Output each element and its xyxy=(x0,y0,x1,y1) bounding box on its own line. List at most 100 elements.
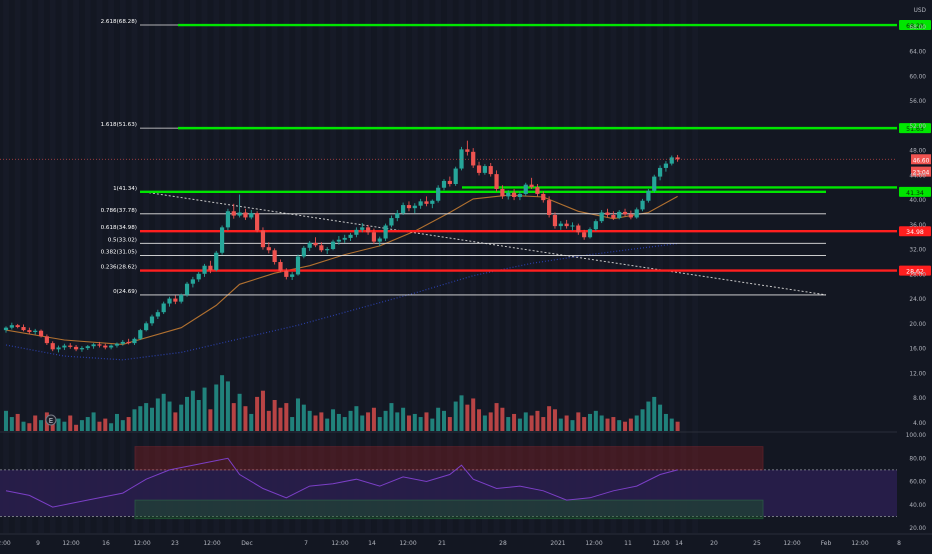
candle-body xyxy=(202,265,207,274)
price-axis-tick: 64.00 xyxy=(909,50,926,56)
candle-body xyxy=(231,211,236,216)
x-axis-tick: 21 xyxy=(438,540,446,547)
rsi-line xyxy=(5,457,678,508)
volume-bar xyxy=(482,415,487,431)
candle-body xyxy=(214,252,219,271)
session-stripe xyxy=(318,0,325,533)
volume-bar xyxy=(260,390,265,431)
candle-body xyxy=(173,298,178,302)
earnings-marker-label: E xyxy=(49,417,53,425)
volume-bar xyxy=(62,421,67,431)
session-stripe xyxy=(131,0,138,533)
volume-bar xyxy=(202,387,207,431)
session-stripe xyxy=(540,0,547,533)
session-stripe xyxy=(493,0,500,533)
candle-body xyxy=(471,151,476,166)
session-stripe xyxy=(610,0,617,533)
x-axis-tick: 12:00 xyxy=(133,540,150,547)
volume-bar xyxy=(325,418,330,431)
volume-bar xyxy=(173,412,178,431)
volume-bar xyxy=(214,384,219,431)
volume-bar xyxy=(126,417,131,431)
session-stripe xyxy=(692,0,699,533)
volume-bar xyxy=(97,421,102,431)
session-stripe xyxy=(552,0,558,533)
last-price-tag: 46.60 xyxy=(911,154,931,165)
volume-bar xyxy=(331,409,336,431)
moving-average-slow-line xyxy=(5,242,678,361)
candle-body xyxy=(44,336,49,344)
candle-body xyxy=(617,211,622,219)
volume-bar xyxy=(161,393,166,431)
price-axis-tick: 52.00 xyxy=(909,124,926,130)
volume-bar xyxy=(471,398,476,431)
session-stripe xyxy=(49,0,56,533)
candle-body xyxy=(126,341,131,344)
session-stripe xyxy=(166,0,173,533)
candle-body xyxy=(675,157,680,160)
fib-price-tag: 51.63 xyxy=(899,123,931,134)
candle-body xyxy=(179,294,184,302)
session-stripe xyxy=(435,0,442,533)
volume-bar xyxy=(74,424,79,431)
x-axis-tick: 16 xyxy=(102,540,110,547)
session-stripe xyxy=(26,0,33,533)
volume-bar xyxy=(225,381,230,431)
rsi-zone-overbought[interactable] xyxy=(134,446,764,471)
price-axis-tick: 20.00 xyxy=(909,322,926,328)
fib-level-label: 2.618(68.28) xyxy=(101,19,137,25)
x-axis-tick: 12:00 xyxy=(585,540,602,547)
session-stripe xyxy=(225,0,231,533)
volume-bar xyxy=(494,403,499,431)
price-axis-tick: 12.00 xyxy=(909,371,926,377)
volume-bar xyxy=(371,407,376,431)
candle-body xyxy=(120,341,125,344)
fib-price-tag-text: 41.34 xyxy=(906,190,924,197)
volume-bar xyxy=(301,404,306,431)
volume-bar xyxy=(15,413,20,431)
candle-body xyxy=(576,225,581,233)
price-axis-tick: 28.00 xyxy=(909,272,926,278)
volume-bar xyxy=(56,418,61,431)
candle-body xyxy=(114,343,120,346)
volume-bar xyxy=(588,413,592,431)
last-price-tag-box xyxy=(911,166,931,177)
session-stripe xyxy=(668,0,675,533)
last-price-tag-text: 23:04 xyxy=(913,171,930,177)
candle-body xyxy=(628,214,633,218)
candle-body xyxy=(167,298,172,304)
candle-body xyxy=(547,200,552,215)
x-axis-tick: 12:00 xyxy=(62,540,79,547)
last-price-tag: 23:04 xyxy=(911,166,931,177)
session-stripe xyxy=(680,0,687,533)
candle-body xyxy=(447,180,452,185)
fib-price-tag-box xyxy=(899,20,931,31)
candle-body xyxy=(640,200,645,210)
candle-body xyxy=(552,214,558,227)
volume-bar xyxy=(255,396,260,431)
volume-bar xyxy=(658,404,663,431)
candle-body xyxy=(336,239,341,242)
candle-body xyxy=(62,345,67,348)
volume-bar xyxy=(144,403,149,431)
candle-body xyxy=(476,165,482,173)
volume-bar xyxy=(623,421,628,431)
session-stripe xyxy=(587,0,593,533)
volume-bar xyxy=(465,404,470,431)
session-stripe xyxy=(236,0,243,533)
volume-bar xyxy=(360,415,365,431)
price-axis-tick: 48.00 xyxy=(909,149,926,155)
volume-bar xyxy=(132,409,137,431)
rsi-pane: 20.00 40.00 60.00 80.00 100.00 xyxy=(0,433,926,532)
volume-bar xyxy=(237,393,242,431)
candle-body xyxy=(208,265,213,271)
fibonacci-levels[interactable]: 2.618(68.28) 68.28 1.618(51.63) 51.63 1(41.3… xyxy=(101,19,931,296)
candle-body xyxy=(611,214,616,219)
rsi-zone-oversold[interactable] xyxy=(134,499,764,520)
earnings-marker[interactable] xyxy=(45,414,57,426)
price-axis-tick: 68.00 xyxy=(909,25,926,31)
price-axis-tick: 40.00 xyxy=(909,198,926,204)
candle-body xyxy=(284,270,289,277)
